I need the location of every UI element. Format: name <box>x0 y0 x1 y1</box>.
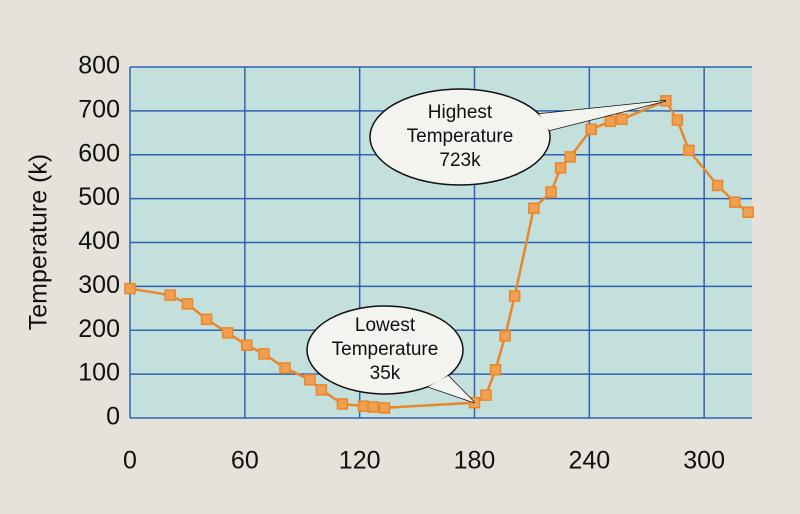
data-marker <box>336 398 349 410</box>
x-tick-label: 240 <box>568 447 610 475</box>
data-marker <box>357 400 370 412</box>
data-marker <box>554 162 567 174</box>
callout-bubble <box>306 305 464 395</box>
y-tick-label: 300 <box>78 271 120 299</box>
data-marker <box>528 202 540 215</box>
callout-text: Temperature <box>407 126 514 147</box>
data-marker <box>378 402 391 414</box>
data-marker <box>729 196 741 208</box>
callout-text: Temperature <box>332 339 439 360</box>
data-marker <box>671 114 684 126</box>
data-marker <box>258 348 270 360</box>
data-marker <box>545 186 557 198</box>
y-axis-label: Temperature (k) <box>25 154 53 330</box>
callout-bubble <box>369 88 551 186</box>
data-marker <box>604 115 617 128</box>
data-marker <box>124 282 136 295</box>
x-tick-label: 60 <box>231 447 259 475</box>
data-marker <box>315 384 328 396</box>
data-marker <box>489 363 502 376</box>
data-marker <box>164 289 176 301</box>
y-tick-label: 0 <box>106 403 120 431</box>
data-marker <box>200 313 213 326</box>
data-marker <box>221 327 234 339</box>
x-tick-label: 120 <box>339 447 381 475</box>
data-marker <box>367 401 379 413</box>
data-marker <box>181 298 194 310</box>
y-tick-label: 600 <box>78 139 120 167</box>
y-tick-label: 400 <box>78 227 120 255</box>
x-tick-label: 300 <box>683 447 725 475</box>
x-tick-label: 0 <box>123 447 137 475</box>
callout-text: 35k <box>370 363 401 384</box>
data-marker <box>304 374 316 386</box>
callout-text: 723k <box>439 150 481 171</box>
y-tick-label: 200 <box>78 315 120 343</box>
x-tick-label: 180 <box>454 447 496 475</box>
data-marker <box>499 330 511 342</box>
callout-text: Lowest <box>355 315 416 336</box>
data-marker <box>711 179 724 192</box>
data-marker <box>508 290 521 302</box>
data-marker <box>742 206 754 218</box>
callout-joint <box>428 375 475 403</box>
data-marker <box>480 389 492 401</box>
y-tick-label: 500 <box>78 183 120 211</box>
callout-text: Highest <box>428 102 493 123</box>
y-tick-label: 100 <box>78 359 120 387</box>
data-marker <box>564 151 576 163</box>
callout-joint <box>539 100 666 131</box>
data-marker <box>240 339 253 351</box>
y-tick-label: 800 <box>78 52 120 80</box>
data-marker <box>585 123 597 136</box>
y-tick-label: 700 <box>78 95 120 123</box>
data-marker <box>279 362 291 374</box>
data-marker <box>683 144 695 157</box>
data-marker <box>616 113 628 125</box>
